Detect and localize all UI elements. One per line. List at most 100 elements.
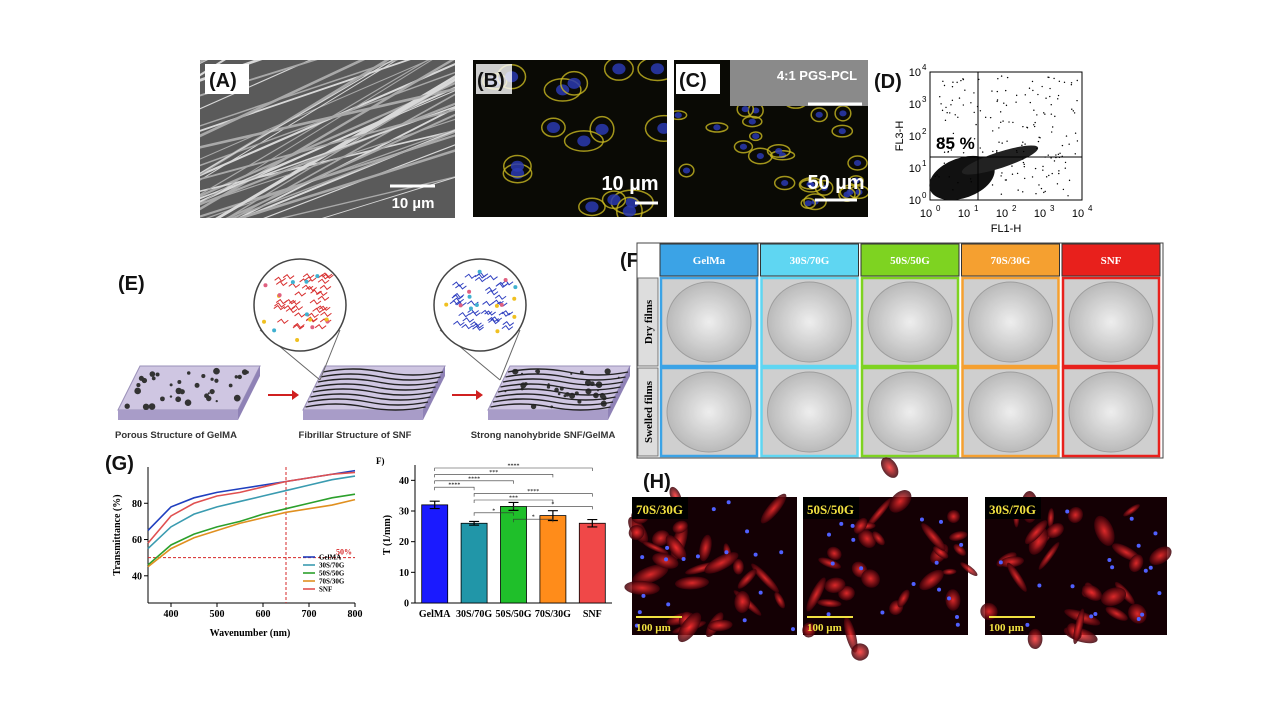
event [936,174,938,176]
node [512,296,517,301]
event [1023,177,1026,180]
node [310,325,315,330]
nucleus [851,537,856,542]
fiber [200,60,398,181]
cell [980,602,998,621]
cell [858,529,876,548]
inset-image [730,60,868,106]
node [315,274,320,279]
zoom-line [319,329,341,381]
x-axis-label: Wavenumber (nm) [210,628,291,639]
nucleus [748,118,756,125]
cell-body [541,117,566,138]
nucleus [595,123,609,135]
pore [179,389,185,395]
node [503,277,508,282]
fiber [200,60,208,65]
chain [496,281,509,288]
cell [737,569,757,589]
event [1003,102,1005,104]
event [1001,172,1003,174]
event [1034,167,1037,170]
nucleus [880,610,885,615]
event [943,162,946,164]
event [968,139,970,141]
event [1016,151,1018,154]
event [973,138,976,140]
nucleus [775,147,783,154]
cell [942,568,957,575]
y-tick-label: 40 [132,571,142,582]
fiber [190,0,470,57]
column-label: 30S/70G [790,255,830,267]
nucleus [1148,565,1153,570]
cell-body [748,131,763,142]
legend-label: 30S/70G [319,562,345,570]
panel-label: (C) [679,70,707,92]
scale-text: 100 µm [989,622,1024,634]
nucleus [830,561,835,566]
fiber [200,108,455,181]
fiber [200,60,431,160]
node [467,294,472,299]
cell-body [741,115,763,128]
event [1002,120,1004,122]
event [941,143,943,145]
column-label: SNF [1101,255,1122,267]
chain [285,307,298,314]
chain [291,304,304,311]
event [989,116,992,119]
nucleus [1136,616,1141,621]
fiber [200,60,455,211]
nucleus [839,521,844,526]
bar [460,522,488,604]
film-table: Dry films Swelled films GelMa 30S/70G 50S/50… [636,242,1164,459]
nucleus [1025,622,1030,627]
pore [214,378,219,383]
event [1011,173,1014,175]
cell [1047,508,1055,528]
node [513,285,518,290]
event [979,147,981,149]
node [477,269,482,274]
chain [449,300,462,306]
fiber [200,60,208,64]
node [262,319,267,324]
event [1041,85,1043,88]
nucleus [937,587,942,592]
event [1063,81,1066,84]
fibril [312,388,434,396]
nucleus [650,63,664,75]
fiber [200,87,455,149]
event [951,99,954,102]
cell [774,591,786,609]
pore [233,394,241,402]
event [1071,108,1073,110]
event [1045,97,1047,99]
nucleus [607,194,621,206]
chain [309,299,322,305]
pore [148,403,156,410]
nucleus [622,205,637,217]
schematic [117,258,631,420]
event [942,80,944,83]
event [1049,87,1051,90]
cell-body [831,124,854,138]
fibril [500,383,621,391]
series-line [147,498,356,568]
cloud [961,145,1039,175]
event [958,97,961,99]
nucleus [839,110,847,117]
nucleus [665,545,670,550]
event [1035,193,1037,195]
legend-label: GelMA [319,554,341,562]
pore [213,367,220,375]
nucleus [859,566,864,571]
node [324,317,329,322]
charts: 40 60 80 (G) Transmittance (%) Wavenumber (nm… [105,453,612,639]
significance-bracket [434,474,554,478]
event [992,130,994,132]
panel-label: (H) [643,471,671,493]
pore [186,371,191,375]
event [1043,112,1045,114]
